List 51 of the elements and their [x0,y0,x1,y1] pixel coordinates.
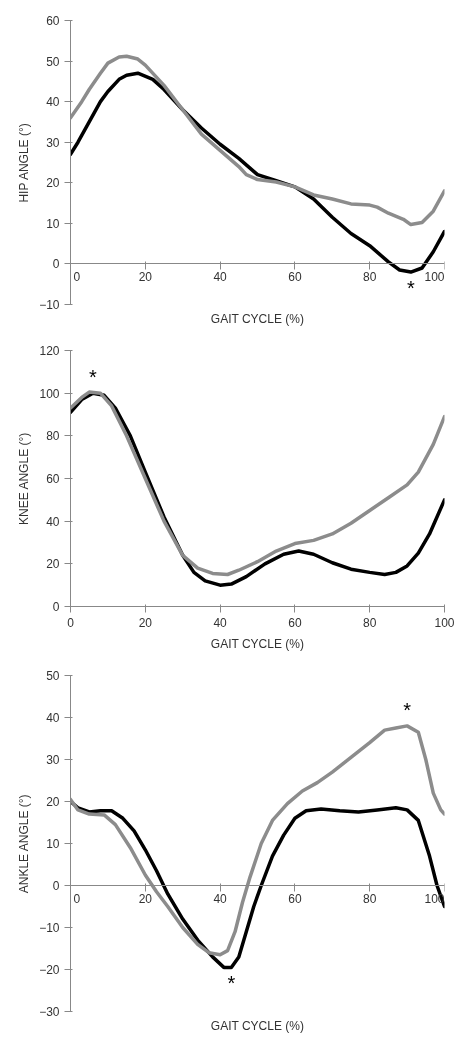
x-tick-label: 80 [363,891,377,906]
y-axis-title: HIP ANGLE (°) [17,123,32,203]
y-tick-label: −20 [39,963,60,977]
y-tick-label: 120 [39,344,60,358]
x-tick-label: 20 [138,891,153,906]
x-tick-label: 20 [138,269,153,284]
x-tick-label: 0 [67,615,75,630]
y-tick-label: 40 [46,95,60,110]
x-tick-label: 0 [73,891,81,906]
x-tick-label: 60 [288,269,302,284]
x-tick-label: 0 [73,269,81,284]
y-axis-title: KNEE ANGLE (°) [17,432,32,525]
annotation: * [403,698,412,721]
y-tick-label: 30 [46,135,60,150]
y-tick-label: −10 [39,298,60,312]
y-tick-label: 0 [52,257,60,272]
y-tick-label: 60 [46,472,60,486]
x-axis-title: GAIT CYCLE (%) [210,636,304,651]
x-tick-label: 40 [213,615,228,630]
y-tick-label: 10 [46,216,60,231]
x-tick-label: 60 [288,891,302,906]
x-tick-label: 80 [363,269,377,284]
y-tick-label: 40 [46,711,60,725]
y-tick-label: −10 [39,921,60,935]
y-tick-label: 80 [46,429,60,444]
y-tick-label: 0 [52,879,60,893]
x-tick-label: 100 [424,269,445,284]
y-tick-label: 30 [46,753,60,767]
y-tick-label: 50 [46,54,60,69]
y-tick-label: 60 [46,14,60,28]
x-tick-label: 60 [288,615,302,630]
y-tick-label: 0 [52,600,60,614]
y-tick-label: −30 [39,1005,60,1019]
x-tick-label: 100 [434,615,455,630]
annotation: * [89,366,98,389]
y-axis-title: ANKLE ANGLE (°) [17,794,32,894]
y-tick-label: 10 [46,837,60,851]
y-tick-label: 20 [46,176,60,191]
x-tick-label: 20 [138,615,153,630]
annotation: * [406,277,415,300]
x-axis-title: GAIT CYCLE (%) [210,1018,304,1033]
y-tick-label: 20 [46,795,60,809]
x-tick-label: 40 [213,269,228,284]
y-tick-label: 50 [46,669,60,683]
x-tick-label: 80 [363,615,377,630]
y-tick-label: 40 [46,514,60,529]
y-tick-label: 20 [46,557,60,572]
annotation: * [227,972,236,995]
x-axis-title: GAIT CYCLE (%) [210,311,304,326]
y-tick-label: 100 [39,386,60,401]
x-tick-label: 40 [213,891,228,906]
